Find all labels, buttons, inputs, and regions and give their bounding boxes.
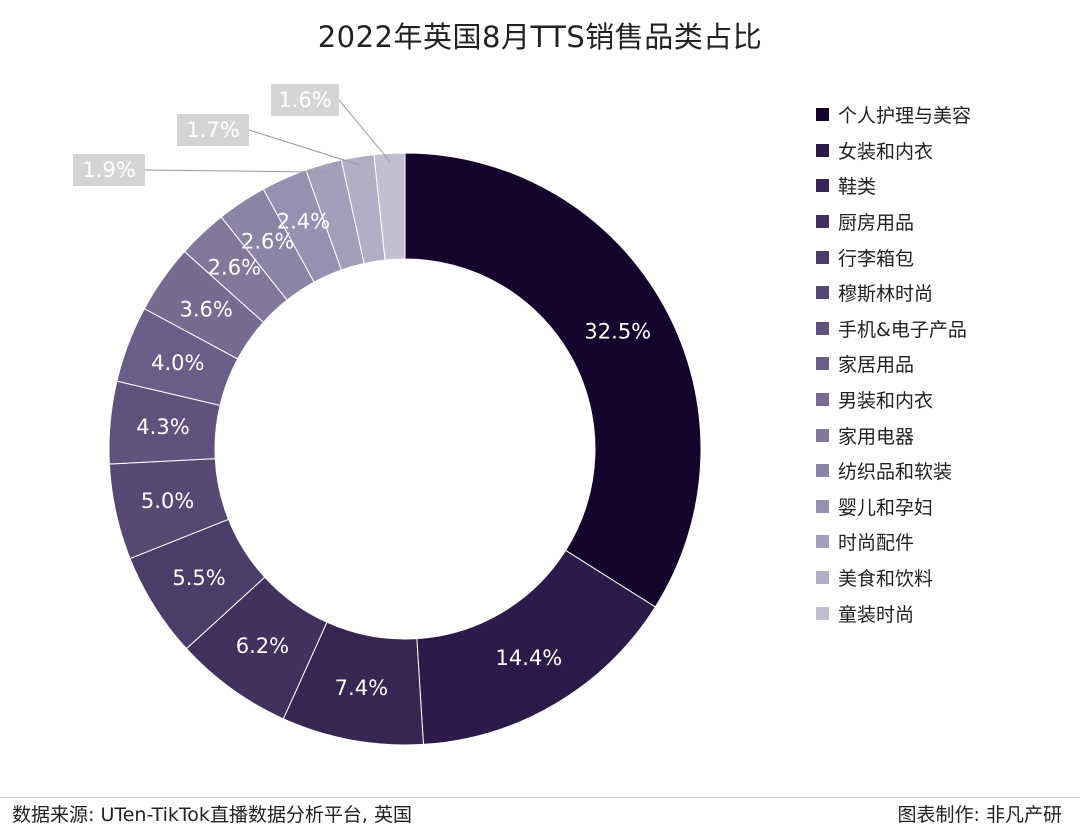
legend-label-6: 穆斯林时尚 [838,283,934,306]
slice-labels: 32.5% 14.4% 7.4% 6.2% 5.5% 5.0% 4.3% 4.0% 3.6% 2.… [136,210,651,700]
callout-line-13 [144,169,326,173]
legend-swatch-11 [816,464,829,478]
legend-swatch-3 [816,179,829,193]
donut-slices [108,152,702,746]
legend-label-8: 家居用品 [838,354,915,377]
slice-1 [404,152,702,608]
slice-label-6: 5.0% [141,489,194,513]
credit-note: 图表制作: 非凡产研 [897,804,1062,826]
slice-label-11: 2.6% [241,229,294,253]
slice-label-5: 5.5% [172,566,225,590]
callout-line-15 [338,99,391,162]
callout-label-13: 1.9% [82,158,135,182]
slice-label-1: 32.5% [584,320,651,344]
legend-item-15: 童装时尚 [816,595,971,631]
callout-box-15 [271,84,339,116]
legend-label-11: 纺织品和软装 [838,461,953,484]
legend-item-14: 美食和饮料 [816,560,971,596]
legend-label-5: 行李箱包 [838,247,915,270]
legend-label-14: 美食和饮料 [838,568,934,591]
legend-item-9: 男装和内衣 [816,382,971,418]
legend-swatch-14 [816,571,829,585]
slice-label-10: 2.6% [208,256,261,280]
slice-label-7: 4.3% [136,415,189,439]
legend-label-4: 厨房用品 [838,212,915,235]
legend-item-11: 纺织品和软装 [816,453,971,489]
legend-swatch-1 [816,108,829,122]
callout-box-13 [73,154,145,186]
legend-item-7: 手机&电子产品 [816,311,971,347]
legend-item-2: 女装和内衣 [816,133,971,169]
legend-item-10: 家用电器 [816,417,971,453]
callout-label-14: 1.7% [186,118,239,142]
legend-item-12: 婴儿和孕妇 [816,489,971,525]
source-note: 数据来源: UTen-TikTok直播数据分析平台, 英国 [12,804,412,826]
legend-item-5: 行李箱包 [816,239,971,275]
legend-swatch-4 [816,215,829,229]
legend-label-10: 家用电器 [838,425,915,448]
legend-swatch-7 [816,321,829,335]
legend-label-7: 手机&电子产品 [838,318,967,341]
legend-item-8: 家居用品 [816,346,971,382]
slice-15 [373,152,406,261]
callout-box-14 [177,114,249,146]
callout-labels: 1.9% 1.7% 1.6% [73,84,391,186]
slice-label-3: 7.4% [335,676,388,700]
legend-label-1: 个人护理与美容 [838,105,972,128]
legend-label-3: 鞋类 [838,176,877,199]
callout-line-14 [248,129,360,166]
legend-item-6: 穆斯林时尚 [816,275,971,311]
legend-swatch-9 [816,393,829,407]
legend-label-12: 婴儿和孕妇 [838,496,934,519]
legend-swatch-6 [816,286,829,300]
legend-swatch-5 [816,250,829,264]
slice-label-12: 2.4% [277,210,330,234]
legend-swatch-12 [816,499,829,513]
legend-swatch-13 [816,535,829,549]
legend-item-3: 鞋类 [816,168,971,204]
legend-label-9: 男装和内衣 [838,390,934,413]
chart-legend: 个人护理与美容 女装和内衣鞋类厨房用品行李箱包穆斯林时尚手机&电子产品 家居用品男装… [816,97,971,631]
legend-swatch-8 [816,357,829,371]
footer-divider [0,797,1080,798]
legend-label-2: 女装和内衣 [838,140,934,163]
legend-item-13: 时尚配件 [816,524,971,560]
legend-item-1: 个人护理与美容 [816,97,971,133]
legend-label-15: 童装时尚 [838,603,915,626]
legend-label-13: 时尚配件 [838,532,915,555]
legend-item-4: 厨房用品 [816,204,971,240]
slice-label-8: 4.0% [151,351,204,375]
slice-label-9: 3.6% [179,297,232,321]
legend-swatch-2 [816,143,829,157]
legend-swatch-10 [816,428,829,442]
chart-title: 2022年英国8月TTS销售品类占比 [317,20,763,54]
slice-label-4: 6.2% [236,634,289,658]
callout-label-15: 1.6% [278,88,331,112]
legend-swatch-15 [816,606,829,620]
slice-label-2: 14.4% [496,646,563,670]
